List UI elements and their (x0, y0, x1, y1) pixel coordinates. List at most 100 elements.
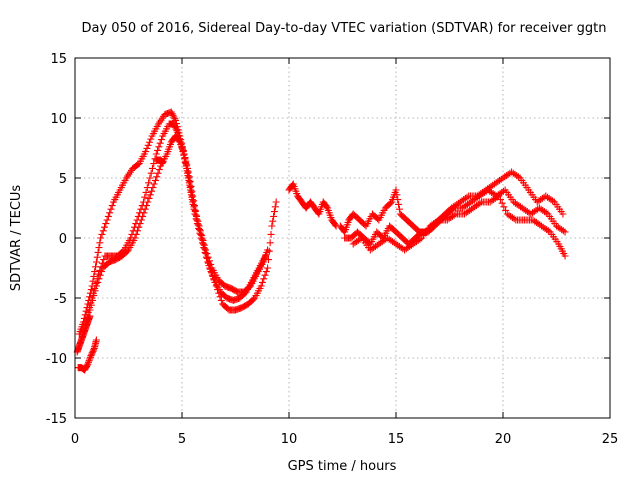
data-point (149, 184, 157, 192)
data-point (139, 212, 147, 220)
data-point (261, 252, 269, 260)
data-point (207, 268, 215, 276)
data-point (145, 138, 153, 146)
data-point (151, 176, 159, 184)
data-point (392, 186, 400, 194)
data-point (87, 301, 95, 309)
data-point (131, 234, 139, 242)
data-point (258, 278, 266, 286)
data-point (146, 174, 154, 182)
data-point (159, 158, 167, 166)
data-point (450, 211, 458, 219)
data-point (92, 336, 100, 344)
data-point (102, 220, 110, 228)
data-point (498, 199, 506, 207)
data-point (559, 227, 567, 235)
data-point (173, 127, 181, 135)
data-point (340, 227, 348, 235)
data-point (257, 282, 265, 290)
data-point (155, 143, 163, 151)
data-point (476, 199, 484, 207)
data-point (188, 187, 196, 195)
data-point (186, 178, 194, 186)
data-point (169, 120, 177, 128)
data-point (84, 300, 92, 308)
data-point (93, 253, 101, 261)
data-point (561, 228, 569, 236)
data-point (168, 110, 176, 118)
data-point (140, 209, 148, 217)
data-point (272, 198, 280, 206)
data-point (190, 197, 198, 205)
data-point (249, 295, 257, 303)
data-point (270, 208, 278, 216)
data-point (184, 164, 192, 172)
data-point (147, 169, 155, 177)
data-point (180, 150, 188, 158)
x-tick-label: 25 (602, 432, 619, 447)
data-point (84, 360, 92, 368)
x-axis-label: GPS time / hours (288, 459, 397, 474)
data-point (194, 221, 202, 229)
data-point (544, 227, 552, 235)
y-axis-label: SDTVAR / TECUs (9, 185, 24, 292)
data-point (210, 275, 218, 283)
series-track-3 (86, 132, 280, 314)
data-point (433, 217, 441, 225)
data-point (145, 179, 153, 187)
data-point (106, 209, 114, 217)
data-point (514, 173, 522, 181)
data-point (145, 194, 153, 202)
data-point (463, 193, 471, 201)
ticks-layer (74, 57, 611, 419)
data-point (95, 275, 103, 283)
data-point (260, 275, 268, 283)
data-point (92, 258, 100, 266)
data-point (86, 312, 94, 320)
data-point (269, 217, 277, 225)
data-point (135, 223, 143, 231)
data-point (217, 296, 225, 304)
series-track-7 (285, 180, 340, 230)
data-point (393, 191, 401, 199)
data-point (157, 136, 165, 144)
data-point (155, 166, 163, 174)
data-point (395, 205, 403, 213)
data-point (196, 226, 204, 234)
data-point (192, 211, 200, 219)
y-tick-label: 5 (59, 172, 67, 187)
data-point (123, 247, 131, 255)
data-point (190, 202, 198, 210)
data-point (264, 246, 272, 254)
data-point (167, 108, 175, 116)
data-point (133, 227, 141, 235)
data-point (185, 173, 193, 181)
data-point (142, 148, 150, 156)
x-tick-label: 10 (281, 432, 298, 447)
data-point (268, 222, 276, 230)
data-point (184, 168, 192, 176)
data-point (87, 286, 95, 294)
data-point (189, 192, 197, 200)
data-point (141, 193, 149, 201)
x-tick-label: 5 (178, 432, 186, 447)
data-point (211, 278, 219, 286)
data-point (85, 357, 93, 365)
data-point (201, 245, 209, 253)
data-point (89, 296, 97, 304)
y-tick-label: 15 (50, 52, 67, 67)
data-point (216, 293, 224, 301)
x-tick-label: 20 (495, 432, 512, 447)
data-point (150, 180, 158, 188)
data-point (416, 235, 424, 243)
data-point (265, 247, 273, 255)
data-point (150, 160, 158, 168)
data-point (549, 197, 557, 205)
data-point (144, 198, 152, 206)
data-point (143, 144, 151, 152)
data-point (241, 289, 249, 297)
data-point (197, 230, 205, 238)
x-tick-label: 15 (388, 432, 405, 447)
y-tick-label: -15 (46, 412, 67, 427)
